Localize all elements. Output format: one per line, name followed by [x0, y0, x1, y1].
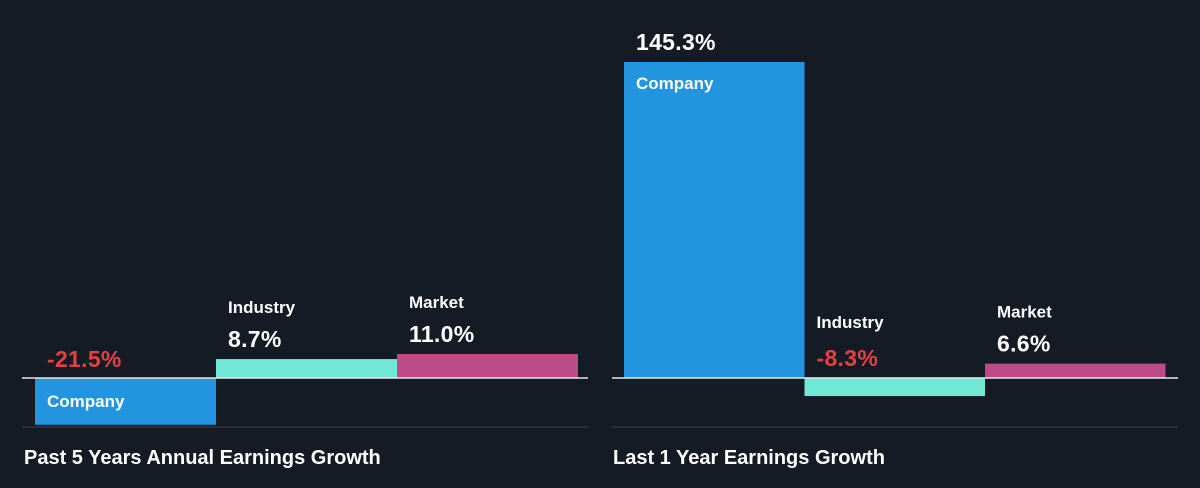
category-label-market: Market: [997, 303, 1052, 322]
labels-past-5-years: -21.5% Company 8.7% Industry 11.0% Market: [47, 293, 474, 411]
chart-title: Past 5 Years Annual Earnings Growth: [24, 447, 381, 469]
category-label-industry: Industry: [817, 313, 885, 332]
labels-last-1-year: 145.3% Company -8.3% Industry 6.6% Market: [636, 29, 1052, 371]
value-label-market: 11.0%: [409, 321, 474, 347]
value-label-industry: 8.7%: [228, 326, 282, 352]
panel-last-1-year: 145.3% Company -8.3% Industry 6.6% Market Las…: [612, 29, 1178, 469]
bar-industry: [216, 359, 397, 378]
category-label-industry: Industry: [228, 298, 296, 317]
bars-past-5-years: [35, 354, 578, 425]
bar-market: [397, 354, 578, 378]
bars-last-1-year: [624, 62, 1166, 397]
value-label-company: -21.5%: [47, 346, 122, 372]
value-label-industry: -8.3%: [817, 345, 879, 371]
bar-company: [35, 378, 216, 425]
value-label-company: 145.3%: [636, 29, 716, 55]
category-label-company: Company: [636, 74, 714, 93]
value-label-market: 6.6%: [997, 331, 1051, 357]
panel-past-5-years: -21.5% Company 8.7% Industry 11.0% Market Pas…: [22, 293, 588, 469]
bar-company: [624, 62, 805, 378]
bar-industry: [804, 378, 985, 397]
chart-title: Last 1 Year Earnings Growth: [613, 447, 885, 469]
category-label-company: Company: [47, 392, 125, 411]
category-label-market: Market: [409, 293, 464, 312]
bar-market: [985, 363, 1166, 378]
